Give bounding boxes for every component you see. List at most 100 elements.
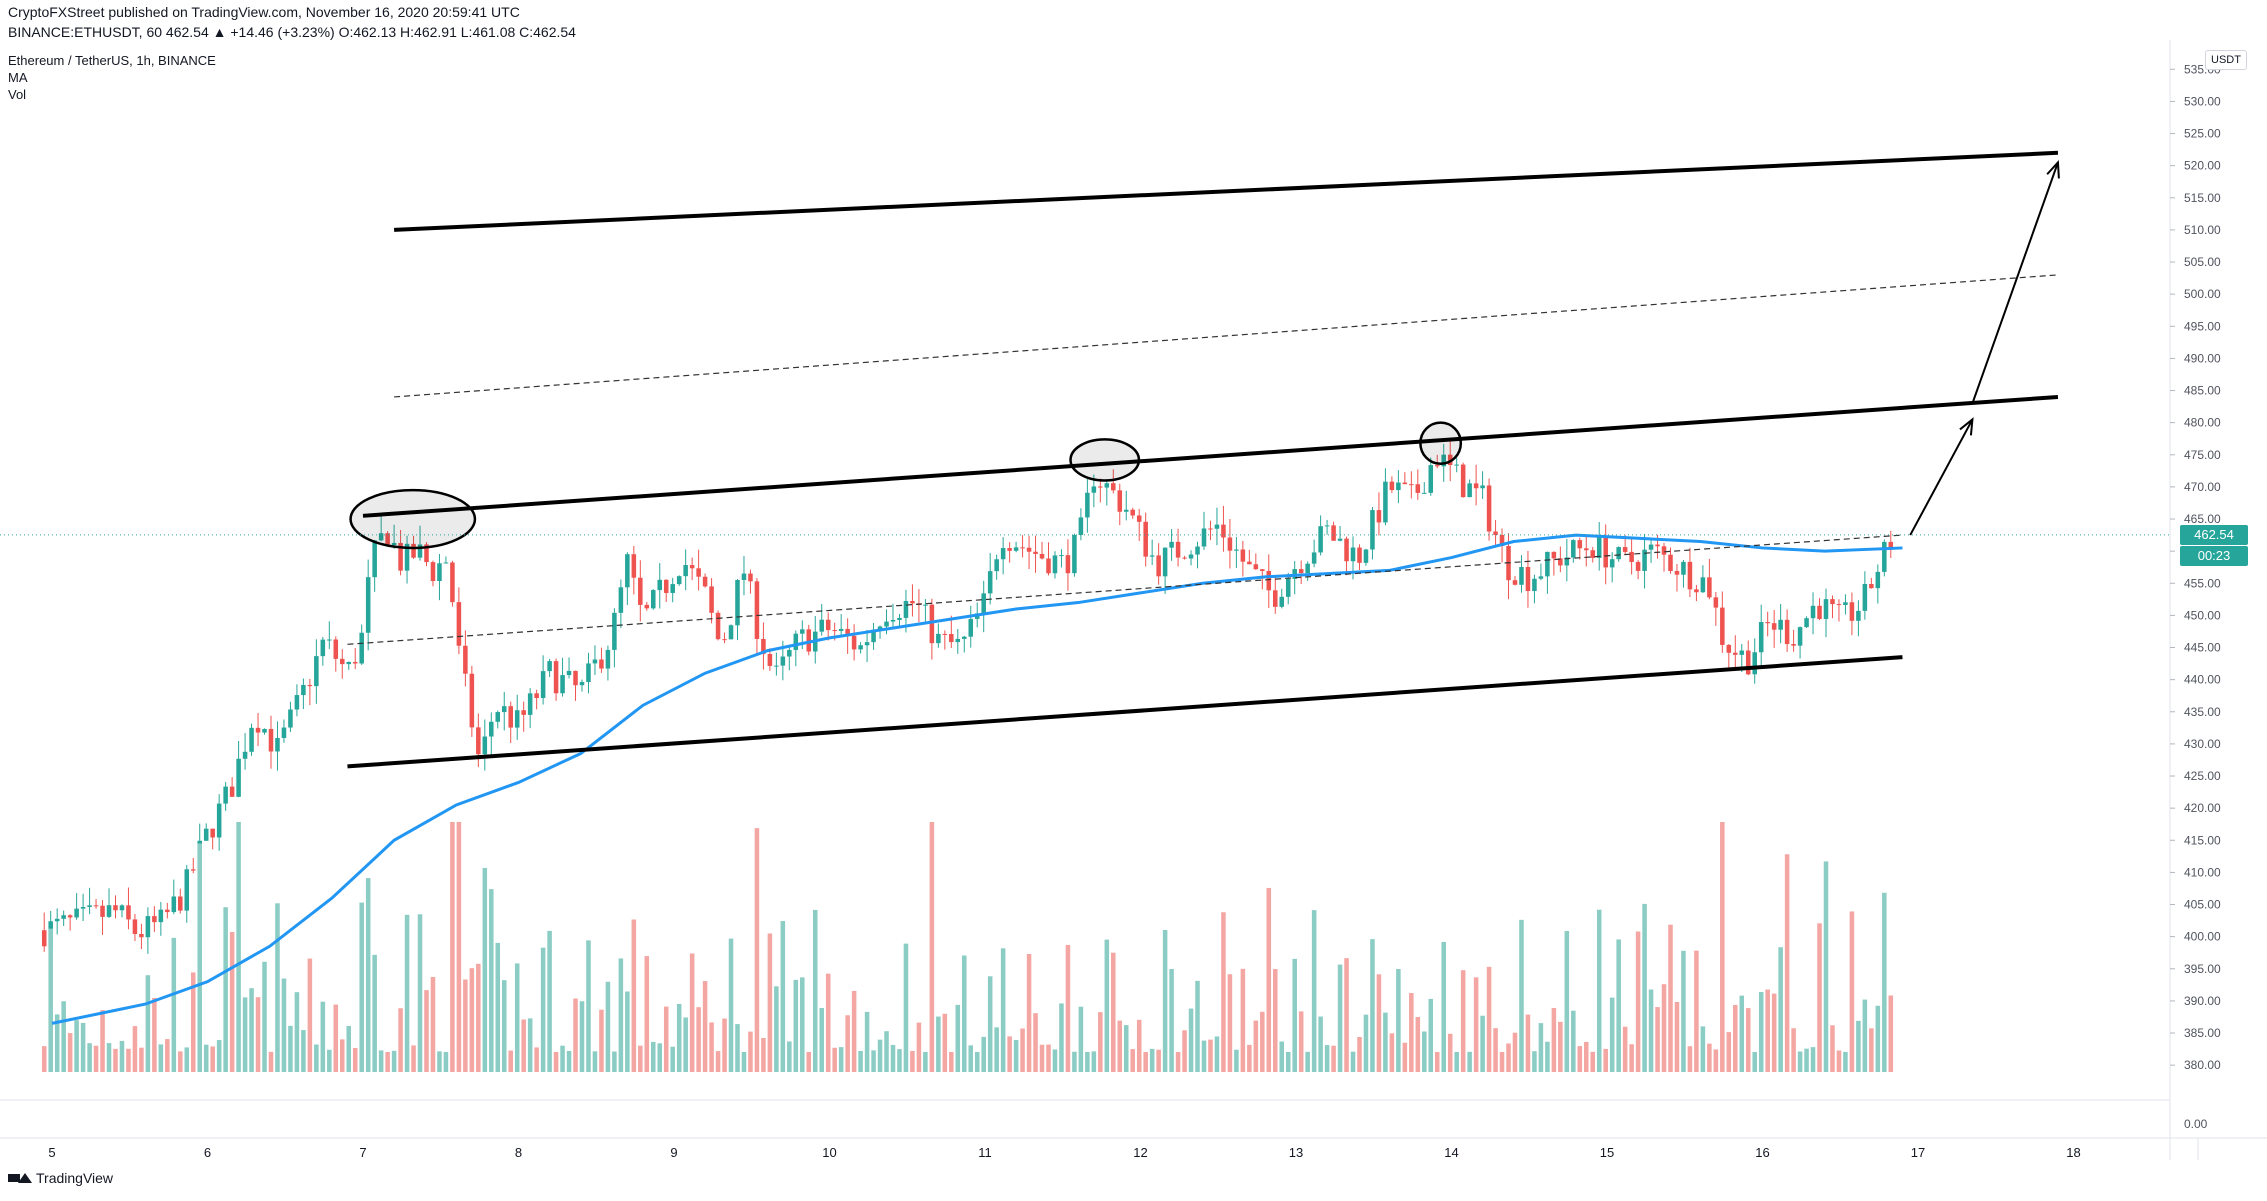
arrow-line[interactable] (1909, 418, 1974, 536)
volume-bar (1182, 1030, 1187, 1072)
volume-bar (1020, 1028, 1025, 1072)
volume-bar (1583, 1041, 1589, 1072)
highlight-ellipse[interactable] (349, 488, 477, 550)
volume-bar (1104, 939, 1110, 1072)
volume-bar (1324, 1045, 1330, 1072)
candle-body (1687, 561, 1693, 590)
candle-body (372, 540, 377, 578)
candle-body (223, 786, 228, 804)
volume-bar (1648, 989, 1654, 1072)
candle-body (411, 543, 416, 558)
candle-body (320, 639, 326, 657)
legend-ma[interactable]: MA (8, 70, 28, 85)
candle-body (1357, 547, 1362, 563)
trendline[interactable] (394, 274, 2058, 398)
candle-body (346, 661, 352, 665)
y-tick-label: 420.00 (2184, 801, 2221, 815)
volume-bar (1823, 861, 1829, 1072)
candle-body (722, 639, 727, 641)
volume-bar (722, 1018, 727, 1072)
candle-body (1622, 547, 1628, 552)
highlight-ellipse[interactable] (1419, 421, 1463, 466)
currency-unit-button[interactable]: USDT (2205, 50, 2247, 70)
volume-bar (203, 1044, 209, 1072)
candle-body (573, 670, 578, 686)
volume-bar (74, 1020, 79, 1072)
volume-bar (1538, 1023, 1544, 1072)
volume-bar (450, 822, 455, 1072)
candle-body (1739, 650, 1745, 655)
volume-bar (1707, 1043, 1712, 1072)
volume-bar (1279, 1041, 1285, 1072)
arrow-line[interactable] (1971, 162, 2059, 404)
candle-body (780, 656, 786, 666)
volume-bar (190, 972, 196, 1072)
candle-body (352, 661, 358, 664)
candle-body (1661, 546, 1667, 555)
volume-bar (1091, 1051, 1097, 1072)
candle-body (1143, 521, 1148, 557)
volume-bar (1298, 1011, 1304, 1072)
y-tick-label: 475.00 (2184, 448, 2221, 462)
candle-body (715, 612, 721, 640)
volume-bar (489, 889, 494, 1072)
candle-body (683, 565, 688, 577)
trendline[interactable] (362, 394, 2059, 518)
volume-bar (741, 1051, 747, 1072)
candle-body (1104, 483, 1110, 488)
volume-bar (294, 992, 300, 1072)
candle-body (1363, 549, 1369, 563)
volume-bar (346, 1025, 352, 1072)
volume-bar (1493, 1028, 1498, 1072)
candle-body (443, 562, 449, 564)
tradingview-brand[interactable]: TradingView (8, 1170, 113, 1186)
trendline[interactable] (394, 150, 2059, 232)
volume-bar (1849, 911, 1855, 1072)
volume-bar (1681, 950, 1686, 1072)
candle-body (949, 634, 954, 643)
volume-bar (728, 938, 734, 1072)
volume-bar (663, 1006, 669, 1072)
volume-bar (352, 1047, 358, 1072)
volume-bar (1804, 1048, 1809, 1072)
candle-body (864, 642, 870, 646)
candle-body (1778, 619, 1783, 630)
x-tick-label: 11 (978, 1145, 992, 1160)
candle-body (1162, 547, 1168, 577)
highlight-ellipse[interactable] (1069, 438, 1141, 482)
volume-bar (1201, 1040, 1207, 1072)
candle-body (1875, 571, 1881, 589)
volume-bar (210, 1046, 215, 1072)
legend-vol[interactable]: Vol (8, 87, 27, 102)
candle-body (307, 684, 313, 687)
candle-body (1409, 484, 1414, 486)
trendline[interactable] (347, 534, 1903, 645)
volume-bar (787, 1041, 792, 1072)
volume-bar (87, 1043, 92, 1072)
volume-bar (1059, 1003, 1064, 1072)
candle-body (592, 659, 598, 664)
candle-body (936, 633, 941, 644)
volume-bar (819, 1007, 824, 1072)
trendline[interactable] (347, 655, 1903, 769)
candle-body (955, 638, 961, 643)
volume-bar (139, 1047, 144, 1072)
volume-bar (184, 1047, 190, 1072)
candle-body (1098, 486, 1103, 488)
volume-bar (1013, 1039, 1019, 1072)
moving-average-line (51, 533, 1903, 1025)
candle-body (1642, 549, 1647, 571)
volume-axis-label: 0.00 (2184, 1117, 2208, 1131)
volume-bar (1085, 1051, 1090, 1072)
candle-body (741, 573, 747, 580)
volume-bar (800, 977, 805, 1072)
candle-body (424, 544, 429, 563)
legend-symbol[interactable]: Ethereum / TetherUS, 1h, BINANCE (8, 53, 216, 68)
volume-bar (314, 1044, 319, 1072)
volume-bar (1797, 1051, 1803, 1072)
volume-bar (1519, 919, 1524, 1072)
volume-bar (774, 986, 779, 1072)
volume-bar (560, 1045, 565, 1072)
y-tick-label: 485.00 (2184, 384, 2221, 398)
